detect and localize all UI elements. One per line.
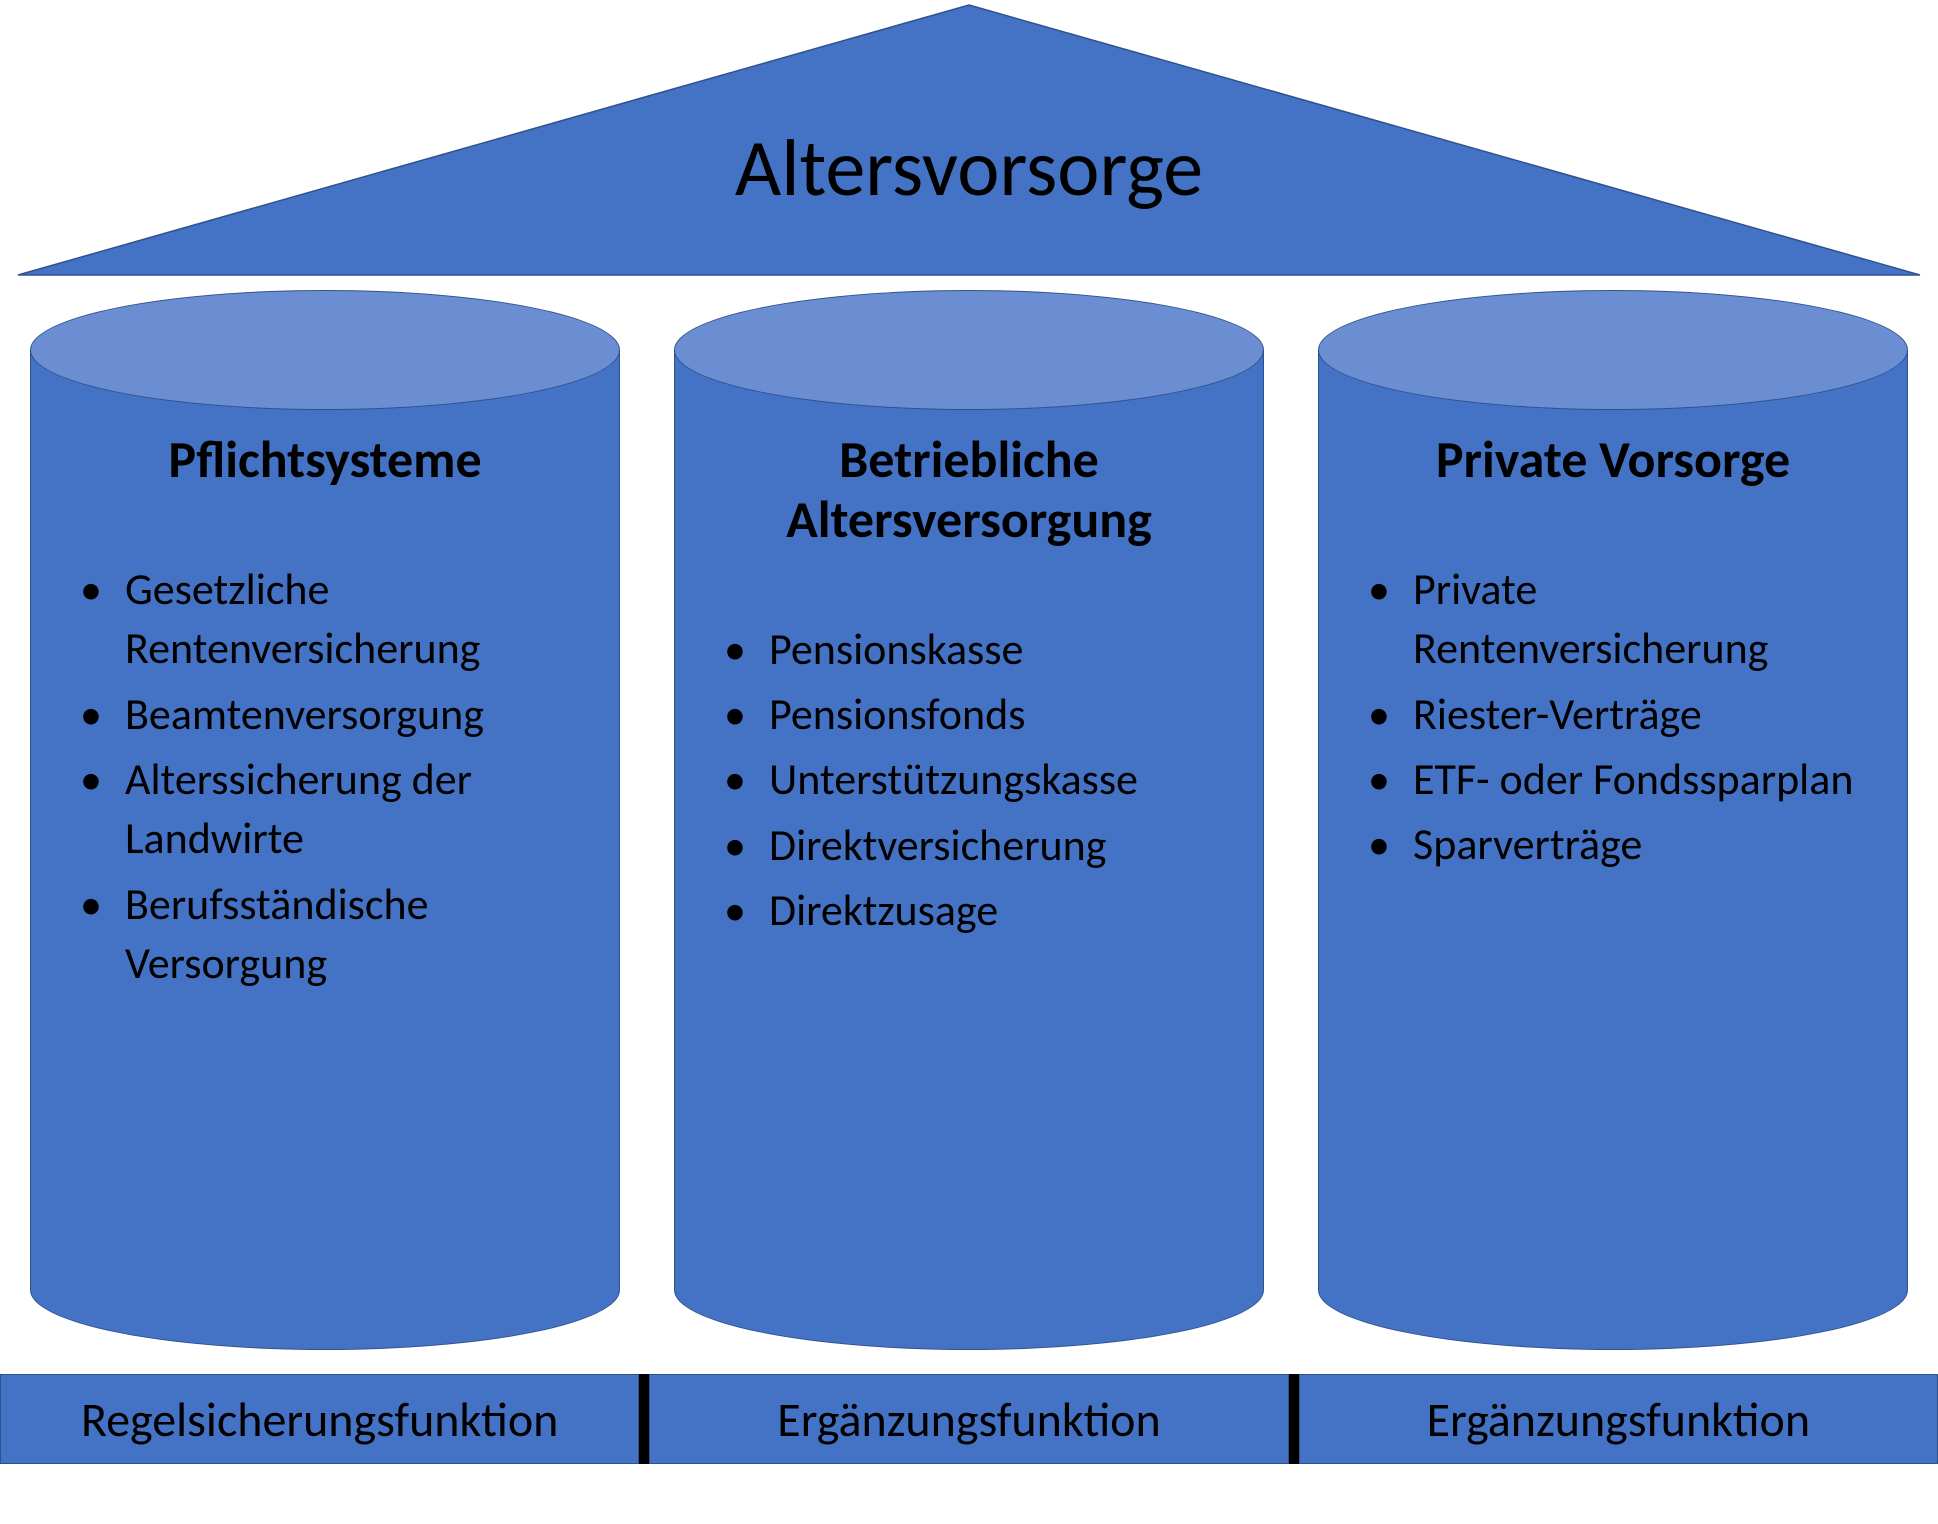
diagram-container: Altersvorsorge Pflichtsysteme Gesetzlich…	[0, 0, 1938, 1524]
footer-cell-ergaenzung-1: Ergänzungsfunktion	[649, 1374, 1288, 1464]
pillar-pflichtsysteme: Pflichtsysteme Gesetzliche Rentenversich…	[30, 290, 620, 1350]
list-item: Pensionskasse	[714, 620, 1234, 679]
pillar-list: Private Rentenversicherung Riester-Vertr…	[1348, 560, 1878, 875]
pillar-list: Gesetzliche Rentenversicherung Beamtenve…	[60, 560, 590, 994]
list-item: Sparverträge	[1358, 815, 1878, 874]
list-item: Gesetzliche Rentenversicherung	[70, 560, 590, 679]
footer-cell-regelsicherung: Regelsicherungsfunktion	[0, 1374, 639, 1464]
list-item: Berufsständische Versorgung	[70, 875, 590, 994]
pillar-list: Pensionskasse Pensionsfonds Unterstützun…	[704, 620, 1234, 941]
pillar-title: Betriebliche Altersversorgung	[704, 430, 1234, 550]
pillar-content: Pflichtsysteme Gesetzliche Rentenversich…	[30, 430, 620, 1270]
roof-title: Altersvorsorge	[0, 120, 1938, 217]
list-item: Unterstützungskasse	[714, 750, 1234, 809]
footer-separator	[1289, 1374, 1299, 1464]
pillar-betriebliche: Betriebliche Altersversorgung Pensionska…	[674, 290, 1264, 1350]
footer-separator	[639, 1374, 649, 1464]
pillar-content: Private Vorsorge Private Rentenversicher…	[1318, 430, 1908, 1270]
pillar-title: Private Vorsorge	[1348, 430, 1878, 490]
list-item: ETF- oder Fondssparplan	[1358, 750, 1878, 809]
list-item: Alterssicherung der Landwirte	[70, 750, 590, 869]
pillar-private: Private Vorsorge Private Rentenversicher…	[1318, 290, 1908, 1350]
list-item: Private Rentenversicherung	[1358, 560, 1878, 679]
list-item: Pensionsfonds	[714, 685, 1234, 744]
pillar-content: Betriebliche Altersversorgung Pensionska…	[674, 430, 1264, 1270]
list-item: Direktversicherung	[714, 816, 1234, 875]
cylinder-top	[1318, 290, 1908, 410]
footer-row: Regelsicherungsfunktion Ergänzungsfunkti…	[0, 1374, 1938, 1464]
cylinder-top	[30, 290, 620, 410]
footer-cell-ergaenzung-2: Ergänzungsfunktion	[1299, 1374, 1938, 1464]
roof: Altersvorsorge	[0, 0, 1938, 280]
list-item: Beamtenversorgung	[70, 685, 590, 744]
pillar-title: Pflichtsysteme	[60, 430, 590, 490]
list-item: Direktzusage	[714, 881, 1234, 940]
pillars-row: Pflichtsysteme Gesetzliche Rentenversich…	[30, 290, 1908, 1350]
cylinder-top	[674, 290, 1264, 410]
list-item: Riester-Verträge	[1358, 685, 1878, 744]
